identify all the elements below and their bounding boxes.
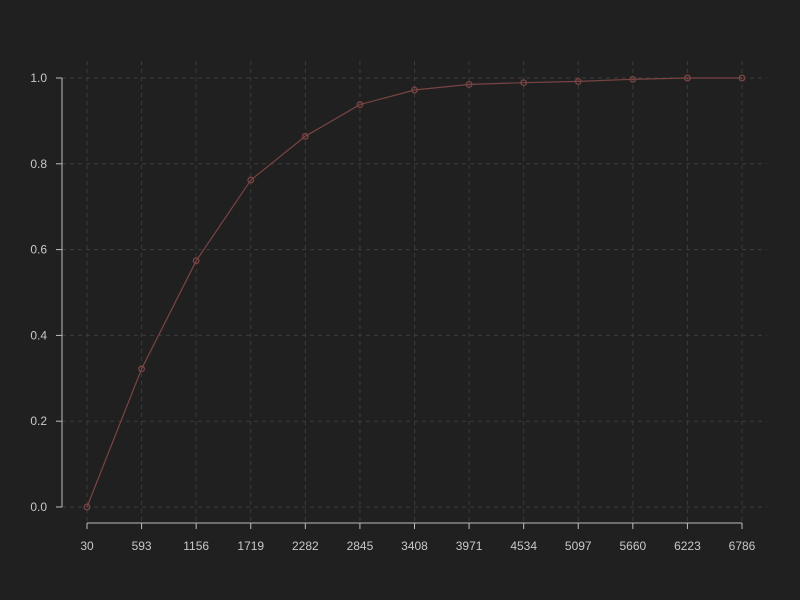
- x-tick-label: 5660: [619, 539, 646, 553]
- data-point: [520, 79, 528, 87]
- x-tick-label: 30: [80, 539, 94, 553]
- y-tick-label: 0.0: [30, 500, 47, 514]
- tick-labels: 30 593 1156 1719 2282 2845 3408 3971 4534 5097 566…: [30, 71, 755, 553]
- series-line: [86, 77, 742, 508]
- x-tick-label: 4534: [510, 539, 537, 553]
- x-tick-label: 2845: [347, 539, 374, 553]
- data-point: [738, 74, 746, 82]
- x-tick-label: 6223: [674, 539, 701, 553]
- data-point: [83, 503, 91, 511]
- y-tick-label: 0.4: [30, 328, 47, 342]
- data-point: [574, 77, 582, 85]
- data-point: [138, 365, 146, 373]
- axes: [56, 77, 743, 529]
- data-point: [465, 80, 473, 88]
- x-tick-label: 3971: [456, 539, 483, 553]
- x-tick-label: 6786: [729, 539, 756, 553]
- data-point: [192, 257, 200, 265]
- series-layer: [83, 74, 746, 511]
- grid-lines: [62, 61, 767, 523]
- x-tick-label: 593: [132, 539, 152, 553]
- data-point: [411, 86, 418, 94]
- x-tick-label: 1156: [183, 539, 209, 553]
- x-tick-label: 5097: [565, 539, 592, 553]
- data-point: [629, 75, 637, 83]
- data-point: [301, 132, 309, 140]
- y-tick-label: 0.8: [30, 157, 47, 171]
- data-point: [356, 101, 364, 109]
- x-tick-label: 1719: [237, 539, 264, 553]
- y-tick-label: 1.0: [30, 71, 47, 85]
- x-tick-label: 2282: [292, 539, 319, 553]
- data-point: [247, 176, 255, 184]
- x-tick-label: 3408: [401, 539, 428, 553]
- y-tick-label: 0.2: [30, 414, 47, 428]
- data-point: [683, 74, 691, 82]
- y-tick-label: 0.6: [30, 243, 47, 257]
